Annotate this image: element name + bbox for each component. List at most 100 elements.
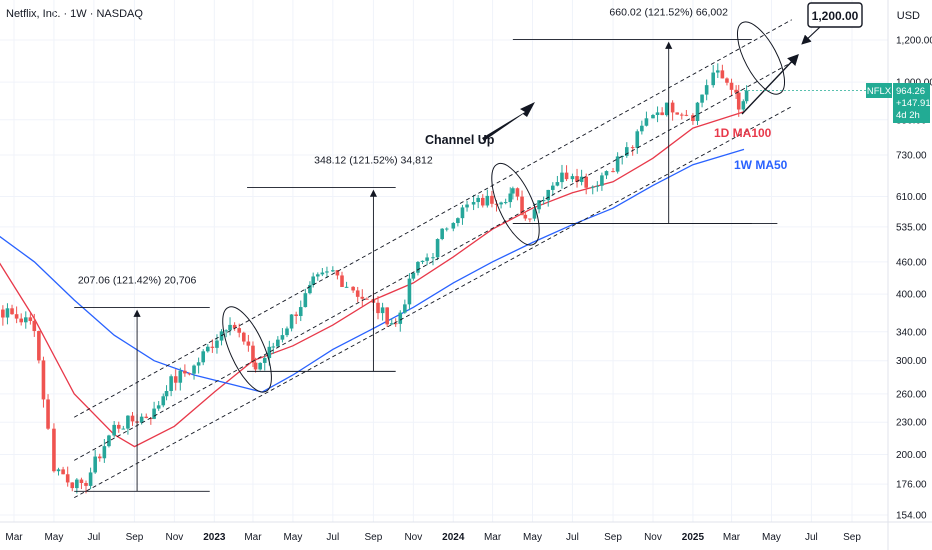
- candle-body: [173, 376, 178, 383]
- chart-title: Netflix, Inc. · 1W · NASDAQ: [6, 8, 143, 20]
- candle-body: [102, 446, 107, 459]
- ma100-label: 1D MA100: [714, 126, 772, 140]
- candle-body: [19, 318, 24, 323]
- candle-body: [734, 89, 738, 93]
- candle-body: [144, 416, 149, 419]
- time-tick-label: Sep: [365, 532, 383, 543]
- price-tick-label: 260.00: [896, 389, 927, 400]
- time-tick-label: 2025: [682, 532, 705, 543]
- candle-body: [595, 185, 600, 187]
- candle-body: [711, 72, 716, 86]
- candle-body: [570, 176, 575, 180]
- time-tick-label: Jul: [87, 532, 100, 543]
- candle-body: [385, 307, 389, 325]
- candle-body: [584, 176, 588, 188]
- highlight-ellipse: [222, 306, 272, 393]
- candle-body: [551, 185, 555, 190]
- candle-body: [271, 346, 276, 348]
- candle-body: [10, 308, 14, 315]
- price-tick-label: 300.00: [896, 356, 927, 367]
- ma100-line: [0, 111, 745, 448]
- candle-body: [116, 424, 121, 429]
- candle-body: [152, 408, 156, 419]
- time-tick-label: Mar: [484, 532, 502, 543]
- candle-body: [246, 341, 251, 346]
- time-tick-label: Sep: [843, 532, 861, 543]
- candle-body: [575, 176, 579, 182]
- candle-body: [590, 186, 595, 188]
- candle-body: [537, 200, 541, 210]
- candle-body: [741, 101, 746, 110]
- channel-middle-line: [74, 61, 792, 461]
- candle-body: [532, 209, 537, 219]
- candle-body: [398, 312, 403, 324]
- highlight-ellipse: [736, 21, 785, 95]
- candle-body: [289, 314, 294, 329]
- candle-body: [700, 94, 704, 103]
- time-tick-label: May: [283, 532, 302, 543]
- measure-label: 207.06 (121.42%) 20,706: [78, 274, 197, 286]
- candle-body: [70, 482, 75, 489]
- time-tick-label: Nov: [166, 532, 184, 543]
- price-tick-label: 340.00: [896, 327, 927, 338]
- candle-body: [79, 479, 84, 483]
- target-pointer: [801, 26, 821, 45]
- candle-body: [161, 396, 166, 406]
- candle-body: [600, 175, 604, 186]
- candle-body: [93, 456, 97, 473]
- candle-body: [744, 90, 749, 102]
- candle-body: [267, 346, 272, 359]
- candle-body: [456, 218, 460, 224]
- candle-body: [416, 261, 420, 273]
- candle-body: [523, 214, 528, 219]
- candle-body: [169, 376, 173, 392]
- price-tag-countdown: 4d 2h: [896, 110, 920, 121]
- candle-body: [14, 314, 19, 319]
- price-tag-change: +147.91%: [896, 98, 932, 109]
- candle-body: [178, 370, 183, 383]
- candle-body: [308, 284, 312, 294]
- price-tick-label: 730.00: [896, 150, 927, 161]
- candle-body: [156, 405, 161, 409]
- candle-body: [560, 172, 564, 183]
- candle-body: [149, 418, 153, 420]
- candle-body: [130, 415, 135, 422]
- price-tick-label: 200.00: [896, 450, 927, 461]
- candle-body: [215, 340, 219, 348]
- candle-body: [624, 147, 629, 156]
- candle-body: [23, 317, 28, 323]
- candle-body: [139, 416, 144, 423]
- channel-upper-line: [74, 19, 792, 418]
- candle-body: [579, 176, 584, 182]
- candle-body: [88, 472, 93, 486]
- candle-body: [520, 196, 524, 215]
- candle-body: [251, 345, 255, 363]
- candle-body: [262, 358, 267, 363]
- candle-body: [655, 112, 660, 115]
- candle-body: [340, 275, 344, 287]
- time-tick-label: Nov: [644, 532, 662, 543]
- candle-body: [528, 218, 532, 220]
- candle-body: [280, 335, 285, 340]
- time-tick-label: Nov: [404, 532, 422, 543]
- candle-body: [635, 131, 640, 148]
- price-tick-label: 176.00: [896, 480, 927, 491]
- ma50-line: [0, 148, 745, 393]
- channel-up-label: Channel Up: [425, 133, 495, 147]
- highlight-ellipse: [491, 162, 540, 246]
- candle-body: [253, 362, 258, 370]
- time-tick-label: 2023: [203, 532, 226, 543]
- time-tick-label: Jul: [566, 532, 579, 543]
- candle-body: [224, 330, 228, 332]
- candle-body: [84, 482, 88, 486]
- candle-body: [611, 171, 615, 173]
- candle-body: [107, 435, 111, 447]
- price-tag-bg: [893, 83, 930, 123]
- candle-body: [451, 223, 456, 229]
- candle-body: [365, 298, 369, 300]
- candle-body: [465, 204, 469, 208]
- candle-body: [52, 428, 56, 472]
- price-tick-label: 154.00: [896, 511, 927, 522]
- candle-body: [228, 324, 232, 331]
